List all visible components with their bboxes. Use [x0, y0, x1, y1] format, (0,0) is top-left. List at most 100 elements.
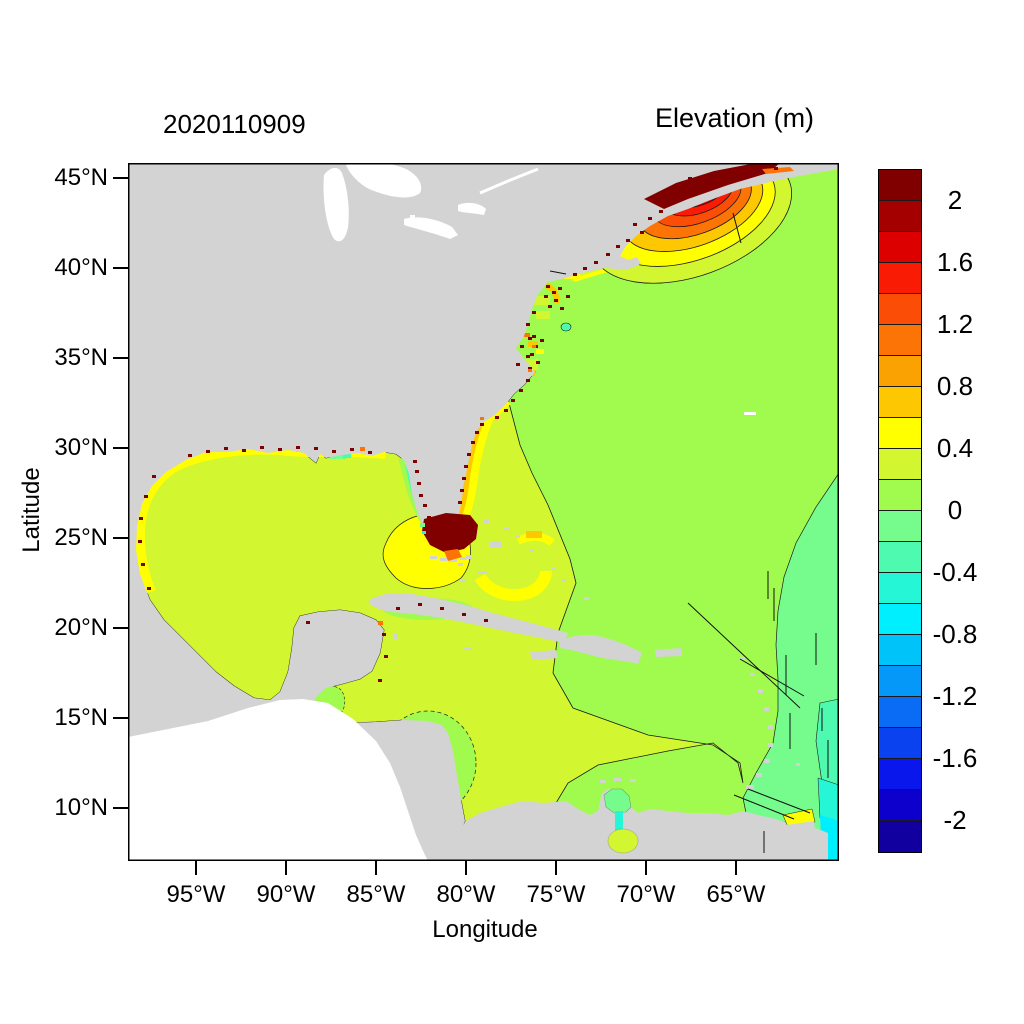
y-tick-label: 40°N: [54, 254, 108, 281]
bay-of-fundy-surge-wedge: [644, 163, 780, 209]
colorbar-tick-label: -2: [943, 805, 967, 835]
ocean-edge-turquoise: [817, 777, 839, 826]
y-tick-label: 25°N: [54, 524, 108, 551]
white-dash-artifact: [744, 412, 756, 415]
land-north-america: [128, 163, 839, 861]
y-tick: [113, 627, 128, 629]
land-puerto-rico: [655, 648, 682, 657]
map-canvas: [128, 163, 839, 861]
colorbar-cell: [879, 604, 921, 635]
y-tick: [113, 717, 128, 719]
land-florida-keys: [430, 556, 467, 562]
colorbar-cells: [879, 170, 921, 852]
maracaibo-strait: [615, 811, 623, 831]
south-florida-orange-fringe: [444, 549, 462, 561]
south-florida-green-speck: [420, 523, 425, 527]
chesapeake-patch: [534, 296, 550, 305]
colorbar-cell: [879, 294, 921, 325]
chesapeake-patch: [536, 311, 550, 319]
x-tick: [195, 861, 197, 875]
colorbar-tick-label: 0.4: [936, 433, 974, 463]
colorbar-tick-label: -0.4: [932, 557, 978, 587]
y-tick: [113, 357, 128, 359]
land-lesser-antilles: [394, 633, 800, 789]
colorbar-cell: [879, 170, 921, 201]
colorbar-cell: [879, 821, 921, 852]
x-tick-label: 80°W: [436, 881, 496, 908]
colorbar-tick-label: -1.6: [932, 743, 978, 773]
no-data-pacific: [128, 699, 428, 861]
colorbar-cell: [879, 542, 921, 573]
plot-frame: [128, 163, 839, 861]
y-tick: [113, 177, 128, 179]
x-axis-title: Longitude: [432, 916, 538, 943]
coastal-orange-speckles: [360, 345, 536, 625]
colorbar-cell: [879, 573, 921, 604]
colorbar-tick-label: -1.2: [932, 681, 978, 711]
fundy-orange-streak: [762, 167, 794, 174]
land-trinidad: [786, 821, 816, 843]
colorbar-cell: [879, 728, 921, 759]
y-tick: [113, 807, 128, 809]
y-tick: [113, 447, 128, 449]
colorbar-tick-label: 0: [947, 495, 963, 525]
gulf-of-venezuela-patch: [603, 788, 632, 814]
y-tick-label: 20°N: [54, 614, 108, 641]
colorbar-cell: [879, 201, 921, 232]
y-tick-label: 35°N: [54, 344, 108, 371]
colorbar-cell: [879, 449, 921, 480]
colorbar-cell: [879, 418, 921, 449]
colorbar-tick-label: -0.8: [932, 619, 978, 649]
y-tick-label: 10°N: [54, 794, 108, 821]
coastal-surge-speckles: [138, 167, 778, 682]
hatteras-patch: [520, 359, 538, 370]
delta-teal-patch: [343, 453, 351, 458]
y-tick: [113, 537, 128, 539]
colorbar-tick-label: 1.6: [936, 247, 974, 277]
charleston-yellow-patch: [536, 349, 544, 354]
x-tick-label: 65°W: [706, 881, 766, 908]
colorbar-cell: [879, 666, 921, 697]
south-florida-surge-blob: [422, 513, 478, 553]
colorbar-cell: [879, 232, 921, 263]
colorbar-cell: [879, 480, 921, 511]
mesh-artifact-lines: [549, 212, 829, 853]
lake-maracaibo: [607, 828, 639, 854]
x-tick: [735, 861, 737, 875]
y-tick: [113, 267, 128, 269]
x-tick: [465, 861, 467, 875]
y-tick-label: 30°N: [54, 434, 108, 461]
x-tick-label: 90°W: [256, 881, 316, 908]
map-plot-area: [128, 163, 839, 861]
x-tick-label: 95°W: [166, 881, 226, 908]
land-hispaniola: [560, 634, 642, 664]
x-tick-label: 75°W: [526, 881, 586, 908]
colorbar-tick-label: 1.2: [936, 309, 974, 339]
y-axis-title: Latitude: [18, 467, 45, 553]
x-tick: [375, 861, 377, 875]
y-tick-label: 45°N: [54, 164, 108, 191]
atlantic-teal-speck: [560, 322, 572, 332]
colorbar-cell: [879, 697, 921, 728]
colorbar-cell: [879, 356, 921, 387]
x-tick: [285, 861, 287, 875]
colorbar-cell: [879, 635, 921, 666]
colorbar-cell: [879, 759, 921, 790]
x-tick: [645, 861, 647, 875]
south-florida-teal-speck: [422, 531, 426, 534]
run-timestamp-title: 2020110909: [163, 109, 306, 139]
st-lawrence-river: [479, 167, 539, 195]
great-lakes: [323, 163, 486, 242]
x-tick-label: 70°W: [616, 881, 676, 908]
charleston-orange-patch: [524, 333, 530, 337]
colorbar-cell: [879, 511, 921, 542]
colorbar-cell: [879, 790, 921, 821]
land-south-america: [448, 789, 828, 861]
colorbar-cell: [879, 325, 921, 356]
colorbar-title: Elevation (m): [655, 103, 815, 133]
x-tick-label: 85°W: [346, 881, 406, 908]
colorbar: [878, 169, 922, 853]
colorbar-tick-label: 2: [947, 185, 963, 215]
colorbar-cell: [879, 387, 921, 418]
bahama-yellow-arc: [474, 570, 552, 601]
